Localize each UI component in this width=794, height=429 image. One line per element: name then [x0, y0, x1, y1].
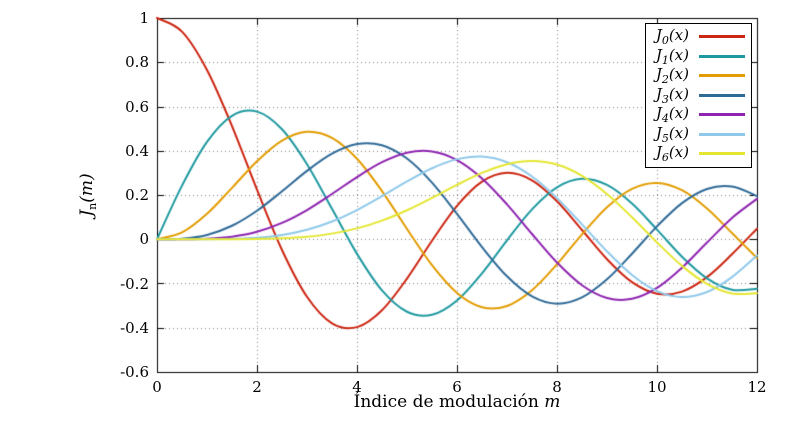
legend-entry: J1(x): [655, 45, 745, 67]
x-axis-label: Índice de modulación m: [157, 392, 757, 412]
legend-label: J6(x): [655, 143, 689, 165]
legend-label: J3(x): [655, 84, 689, 106]
y-axis-label-base: J: [76, 209, 97, 217]
legend-label: J5(x): [655, 123, 689, 145]
legend-label: J4(x): [655, 104, 689, 126]
x-axis-label-text: Índice de modulación: [353, 392, 539, 412]
legend-entry: J3(x): [655, 84, 745, 106]
x-tick-label: 4: [352, 378, 362, 396]
y-tick-label: 0.6: [125, 97, 149, 116]
legend-entry: J5(x): [655, 123, 745, 145]
y-tick-label: 0.2: [125, 186, 149, 204]
x-axis-label-var: m: [544, 392, 561, 412]
x-tick-label: 12: [747, 378, 767, 396]
x-tick-label: 10: [647, 378, 667, 396]
x-tick-label: 8: [552, 378, 562, 396]
y-axis-label: Jn(m): [77, 173, 99, 216]
legend-line-sample: [699, 132, 745, 136]
y-tick-label: -0.2: [120, 274, 149, 293]
legend: J0(x) J1(x) J2(x) J3(x) J4(x) J5(x) J6(x): [644, 23, 752, 168]
legend-line-sample: [699, 35, 745, 39]
legend-label: J1(x): [655, 45, 689, 67]
y-tick-label: -0.4: [120, 318, 149, 337]
x-tick-label: 6: [452, 378, 462, 396]
legend-line-sample: [699, 74, 745, 78]
y-tick-label: 0.8: [125, 53, 149, 72]
y-tick-label: 1: [139, 9, 149, 27]
legend-line-sample: [699, 54, 745, 58]
legend-line-sample: [699, 152, 745, 156]
legend-entry: J0(x): [655, 26, 745, 48]
x-tick-label: 2: [252, 378, 262, 396]
y-tick-label: 0: [139, 230, 149, 249]
legend-label: J2(x): [655, 65, 689, 87]
legend-label: J0(x): [655, 26, 689, 48]
legend-entry: J2(x): [655, 65, 745, 87]
legend-entry: J6(x): [655, 143, 745, 165]
legend-line-sample: [699, 93, 745, 97]
legend-line-sample: [699, 113, 745, 117]
y-tick-label: -0.6: [120, 363, 149, 381]
x-tick-label: 0: [152, 378, 162, 396]
y-tick-label: 0.4: [125, 141, 149, 160]
y-axis-label-rest: (m): [76, 173, 97, 203]
legend-entry: J4(x): [655, 104, 745, 126]
